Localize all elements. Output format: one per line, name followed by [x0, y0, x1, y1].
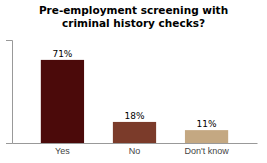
x-tick: No — [129, 143, 141, 156]
x-axis-line — [13, 143, 258, 144]
x-tick-label: Yes — [55, 146, 70, 156]
x-tick-label: Don't know — [184, 146, 229, 156]
data-label: 18% — [124, 111, 144, 121]
bars — [41, 60, 228, 143]
title: Pre-employment screening withcriminal hi… — [39, 4, 228, 29]
x-tick: Don't know — [184, 143, 229, 156]
x-tick-label: No — [129, 146, 141, 156]
title-line: criminal history checks? — [62, 17, 205, 29]
bar — [41, 60, 84, 143]
chart: Pre-employment screening withcriminal hi… — [0, 0, 267, 163]
data-label: 71% — [52, 49, 72, 59]
data-labels: 71% 18% 11% — [52, 49, 217, 129]
plot: Yes No Don't know 71% 18% 11% — [6, 41, 258, 157]
title-line: Pre-employment screening with — [39, 4, 228, 16]
y-axis-line — [6, 41, 13, 144]
bar — [113, 122, 156, 143]
bar — [185, 130, 228, 143]
x-tick: Yes — [55, 143, 70, 156]
data-label: 11% — [197, 119, 217, 129]
x-axis: Yes No Don't know — [13, 143, 258, 156]
y-axis — [6, 41, 13, 144]
